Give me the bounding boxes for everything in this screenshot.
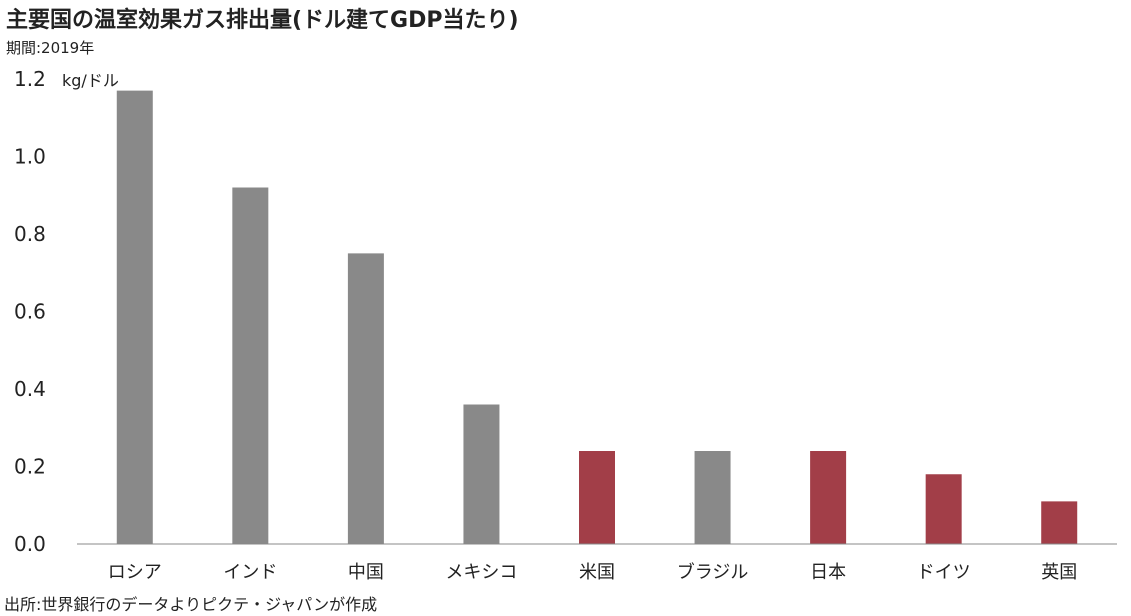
bar [925, 474, 962, 544]
x-category-label: 中国 [348, 562, 384, 583]
y-tick-label: 0.6 [14, 300, 46, 324]
bars [116, 90, 1078, 544]
y-tick-label: 0.8 [14, 222, 46, 246]
bar [463, 404, 500, 544]
bar [579, 451, 615, 544]
y-tick-label: 1.0 [14, 145, 46, 169]
x-category-label: インド [223, 562, 277, 583]
y-axis-unit: kg/ドル [62, 71, 119, 90]
x-category-label: ロシア [108, 562, 162, 583]
y-axis-ticks: 0.0 0.2 0.4 0.6 0.8 1.0 1.2 [14, 67, 46, 556]
x-category-label: ブラジル [677, 561, 749, 583]
bar [810, 451, 847, 544]
bar [232, 187, 269, 544]
y-tick-label: 0.0 [14, 532, 46, 556]
chart-title: 主要国の温室効果ガス排出量(ドル建てGDP当たり) [6, 8, 519, 33]
bar-chart: 0.0 0.2 0.4 0.6 0.8 1.0 1.2 kg/ドル ロシア インド 中国 メキシコ… [14, 67, 1117, 583]
x-category-label: 日本 [810, 562, 846, 583]
bar [694, 451, 731, 544]
x-category-label: 英国 [1041, 562, 1077, 583]
x-axis-categories: ロシア インド 中国 メキシコ 米国 ブラジル 日本 ドイツ 英国 [108, 561, 1077, 583]
bar [347, 253, 384, 544]
y-tick-label: 1.2 [14, 67, 46, 91]
y-tick-label: 0.4 [14, 377, 46, 401]
x-category-label: ドイツ [917, 562, 971, 583]
x-category-label: 米国 [579, 562, 615, 583]
bar [1041, 501, 1078, 544]
source-note: 出所:世界銀行のデータよりピクテ・ジャパンが作成 [4, 595, 378, 614]
period-label: 期間:2019年 [6, 39, 95, 57]
y-tick-label: 0.2 [14, 455, 46, 479]
bar [116, 90, 153, 544]
x-category-label: メキシコ [445, 562, 517, 583]
